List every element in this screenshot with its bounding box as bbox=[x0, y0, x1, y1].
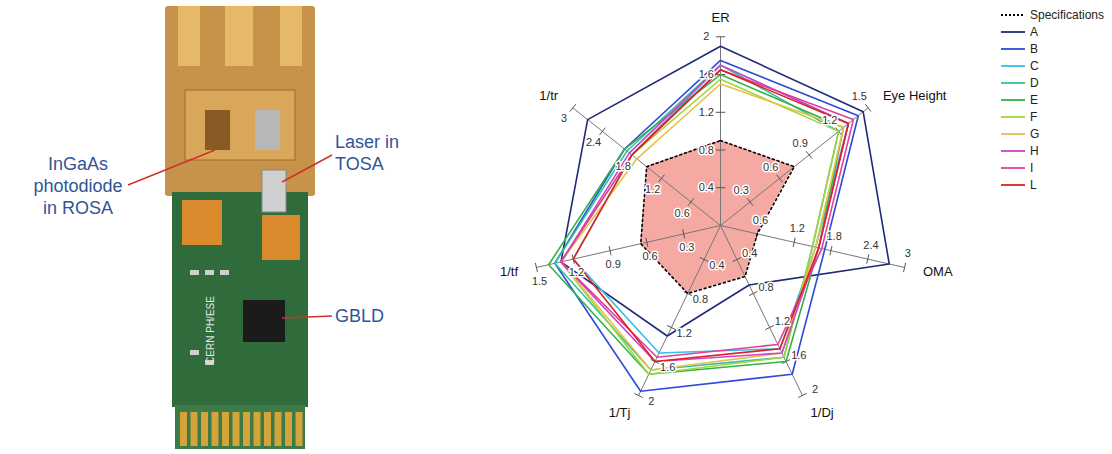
svg-text:1/Dj: 1/Dj bbox=[811, 405, 834, 420]
html-text:L: L bbox=[1030, 177, 1037, 192]
html-text:C: C bbox=[1030, 58, 1039, 73]
svg-text:0.6: 0.6 bbox=[674, 207, 689, 219]
html-text:I: I bbox=[1030, 160, 1034, 175]
html-text:Specifications: Specifications bbox=[1030, 7, 1104, 22]
svg-text:0.8: 0.8 bbox=[693, 293, 708, 305]
svg-text:1.5: 1.5 bbox=[532, 275, 547, 287]
svg-text:0.3: 0.3 bbox=[679, 241, 694, 253]
svg-text:2.4: 2.4 bbox=[863, 239, 878, 251]
html-text:G: G bbox=[1030, 126, 1040, 141]
html-text:A: A bbox=[1030, 24, 1038, 39]
svg-text:0.4: 0.4 bbox=[699, 181, 714, 193]
svg-text:2: 2 bbox=[703, 30, 709, 42]
svg-text:1/tr: 1/tr bbox=[539, 88, 558, 103]
svg-text:2: 2 bbox=[812, 383, 818, 395]
svg-text:1.2: 1.2 bbox=[699, 106, 714, 118]
svg-text:1.2: 1.2 bbox=[790, 222, 805, 234]
svg-text:GBLD: GBLD bbox=[335, 306, 384, 326]
svg-text:0.4: 0.4 bbox=[709, 259, 724, 271]
svg-text:1.6: 1.6 bbox=[699, 68, 714, 80]
svg-text:CERN PH/ESE: CERN PH/ESE bbox=[205, 296, 216, 364]
html-text:E: E bbox=[1030, 92, 1038, 107]
svg-text:0.4: 0.4 bbox=[742, 247, 757, 259]
svg-text:0.6: 0.6 bbox=[642, 250, 657, 262]
svg-text:2: 2 bbox=[648, 395, 654, 407]
svg-text:0.9: 0.9 bbox=[793, 137, 808, 149]
svg-text:0.8: 0.8 bbox=[699, 144, 714, 156]
svg-text:1.6: 1.6 bbox=[660, 361, 675, 373]
svg-text:2.4: 2.4 bbox=[586, 136, 601, 148]
svg-text:1.2: 1.2 bbox=[569, 266, 584, 278]
svg-text:1.8: 1.8 bbox=[615, 159, 630, 171]
svg-text:0.9: 0.9 bbox=[606, 258, 621, 270]
svg-text:0.3: 0.3 bbox=[734, 184, 749, 196]
svg-text:Laser inTOSA: Laser inTOSA bbox=[335, 132, 399, 174]
svg-text:OMA: OMA bbox=[923, 264, 953, 279]
svg-text:1.6: 1.6 bbox=[791, 349, 806, 361]
svg-text:1.2: 1.2 bbox=[676, 327, 691, 339]
html-text:B: B bbox=[1030, 41, 1038, 56]
svg-text:Eye Height: Eye Height bbox=[883, 88, 947, 103]
svg-text:0.6: 0.6 bbox=[763, 161, 778, 173]
svg-text:1.2: 1.2 bbox=[822, 114, 837, 126]
svg-text:InGaAsphotodiodein ROSA: InGaAsphotodiodein ROSA bbox=[33, 154, 122, 218]
svg-text:1.5: 1.5 bbox=[852, 90, 867, 102]
svg-text:3: 3 bbox=[561, 112, 567, 124]
svg-text:1.2: 1.2 bbox=[645, 183, 660, 195]
svg-text:3: 3 bbox=[905, 247, 911, 259]
svg-text:1/tf: 1/tf bbox=[500, 264, 518, 279]
svg-text:1/Tj: 1/Tj bbox=[609, 405, 631, 420]
svg-text:0.6: 0.6 bbox=[753, 214, 768, 226]
svg-text:ER: ER bbox=[711, 10, 729, 25]
html-text:H: H bbox=[1030, 143, 1039, 158]
html-text:D: D bbox=[1030, 75, 1039, 90]
svg-text:1.2: 1.2 bbox=[775, 315, 790, 327]
svg-text:1.8: 1.8 bbox=[826, 230, 841, 242]
html-text:F: F bbox=[1030, 109, 1038, 124]
svg-text:0.8: 0.8 bbox=[758, 281, 773, 293]
